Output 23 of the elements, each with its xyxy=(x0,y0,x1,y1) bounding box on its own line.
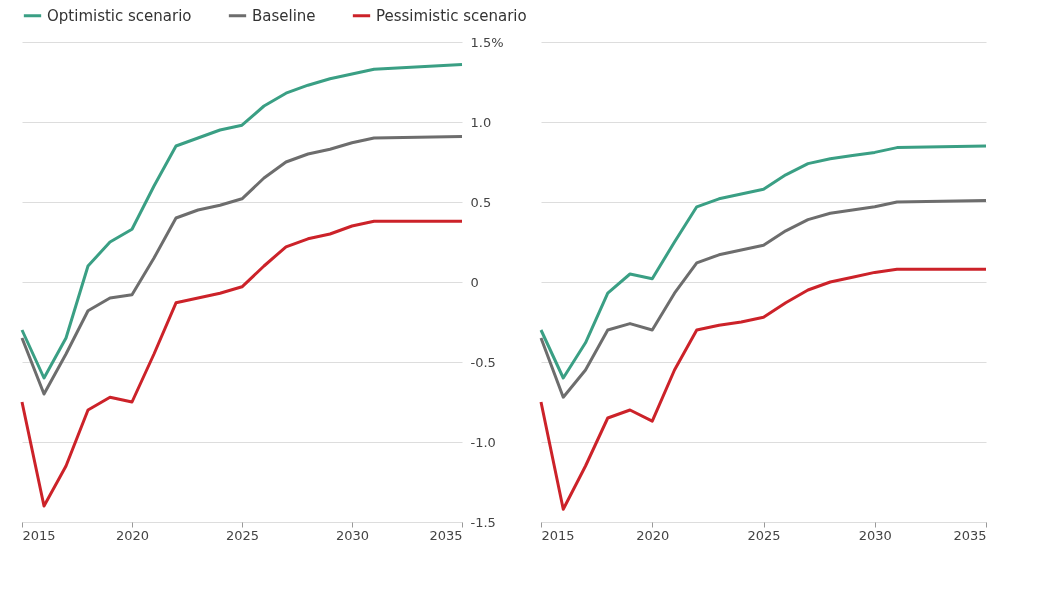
x-tick-label: 2030 xyxy=(335,527,370,543)
y-tick-label: 1.0 xyxy=(470,114,492,130)
line-series xyxy=(20,62,464,380)
y-tick-label: 0.5 xyxy=(470,194,492,210)
x-tick-label: 2015 xyxy=(22,527,56,543)
y-tick-label: -1.0 xyxy=(470,434,496,450)
y-tick-label: 0 xyxy=(470,274,479,290)
x-tick-label: 2035 xyxy=(953,527,987,543)
legend-label: Pessimistic scenario xyxy=(376,6,527,25)
y-tick-label: 1.5% xyxy=(470,34,504,50)
x-tick-label: 2020 xyxy=(115,527,150,543)
x-tick-label: 2020 xyxy=(636,527,670,543)
x-tick-label: 2015 xyxy=(541,527,575,543)
legend-label: Optimistic scenario xyxy=(47,6,192,25)
y-tick-label: -1.5 xyxy=(470,514,496,530)
legend-label: Baseline xyxy=(252,6,316,25)
y-tick-label: -0.5 xyxy=(470,354,496,370)
line-series xyxy=(20,219,464,508)
x-tick-label: 2025 xyxy=(747,527,781,543)
x-tick-label: 2035 xyxy=(429,527,463,543)
x-tick-label: 2025 xyxy=(225,527,260,543)
line-series xyxy=(20,134,464,396)
x-tick-label: 2030 xyxy=(858,527,892,543)
